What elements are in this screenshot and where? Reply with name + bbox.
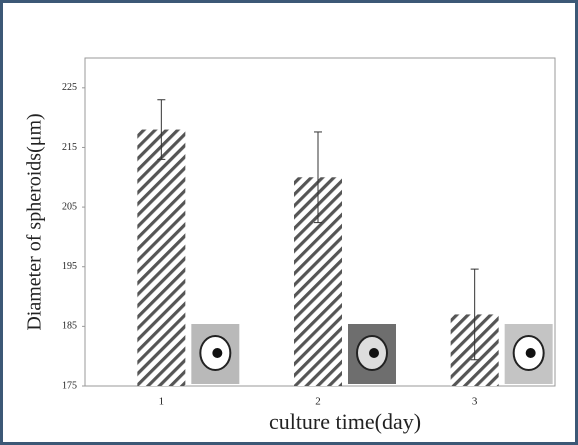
x-axis-label: culture time(day) bbox=[269, 409, 421, 434]
y-tick-label: 225 bbox=[62, 82, 77, 93]
y-tick-label: 215 bbox=[62, 142, 77, 153]
spheroid-core bbox=[212, 348, 222, 358]
y-tick-label: 205 bbox=[62, 201, 77, 212]
spheroid-core bbox=[369, 348, 379, 358]
spheroid-core bbox=[526, 348, 536, 358]
y-tick-label: 185 bbox=[62, 321, 77, 332]
chart: Diameter of spheroids(μm) culture time(d… bbox=[0, 0, 578, 445]
x-tick-label: 1 bbox=[159, 396, 165, 408]
x-tick-label: 2 bbox=[315, 396, 321, 408]
page: Diameter of spheroids(μm) culture time(d… bbox=[0, 0, 578, 445]
x-tick-label: 3 bbox=[472, 396, 478, 408]
y-axis-label: Diameter of spheroids(μm) bbox=[24, 113, 46, 330]
bar bbox=[137, 130, 185, 386]
y-tick-label: 175 bbox=[62, 380, 77, 391]
y-tick-label: 195 bbox=[62, 261, 77, 272]
